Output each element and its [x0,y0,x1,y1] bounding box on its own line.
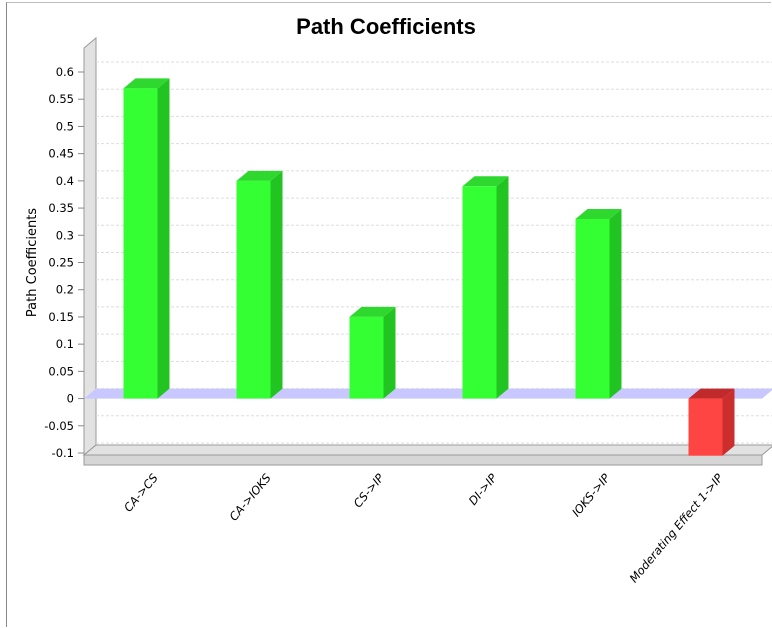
x-category-label: CS->IP [351,471,387,510]
bar-side [496,176,509,399]
y-axis-label: Path Coefficients [25,208,40,317]
floor-edge [83,454,763,466]
bar [236,180,271,399]
y-tick-label: -0.1 [52,446,74,460]
x-category-label: IOKS->IP [569,471,613,519]
chart-title: Path Coefficients [296,14,476,39]
bar-top [236,170,283,181]
y-tick-label: 0.35 [48,201,74,215]
bar-top [123,78,170,89]
bar [575,218,610,399]
y-tick-label: 0.55 [48,92,74,106]
x-category-label: CA->IOKS [226,471,273,524]
bar-top [688,388,735,399]
bar-top [349,306,396,317]
y-tick-label: 0.15 [48,310,74,324]
bar [349,316,384,399]
y-tick-label: 0.6 [56,65,74,79]
y-tick-label: 0 [67,392,74,406]
bar-top [462,176,509,187]
bar-top [575,208,622,219]
bar-side [383,306,396,399]
bar [688,398,723,456]
y-tick-label: 0.2 [56,283,74,297]
y-tick-label: 0.5 [56,119,74,133]
bar-side [609,208,622,399]
floor [82,444,772,456]
y-tick-label: 0.25 [48,256,74,270]
bar-side [722,388,735,456]
bar [462,186,497,399]
bar [123,88,158,399]
x-category-label: DI->IP [466,471,500,508]
y-tick-label: 0.3 [56,228,74,242]
y-tick-label: 0.1 [56,337,74,351]
y-tick-label: 0.4 [56,174,74,188]
bar-side [157,78,170,399]
x-category-label: Moderating Effect 1->IP [627,471,726,585]
zero-band [84,388,772,399]
y-tick-label: 0.05 [48,364,74,378]
bar-side [270,170,283,399]
y-tick-label: -0.05 [44,419,74,433]
x-category-label: CA->CS [121,471,161,515]
y-tick-label: 0.45 [48,147,74,161]
